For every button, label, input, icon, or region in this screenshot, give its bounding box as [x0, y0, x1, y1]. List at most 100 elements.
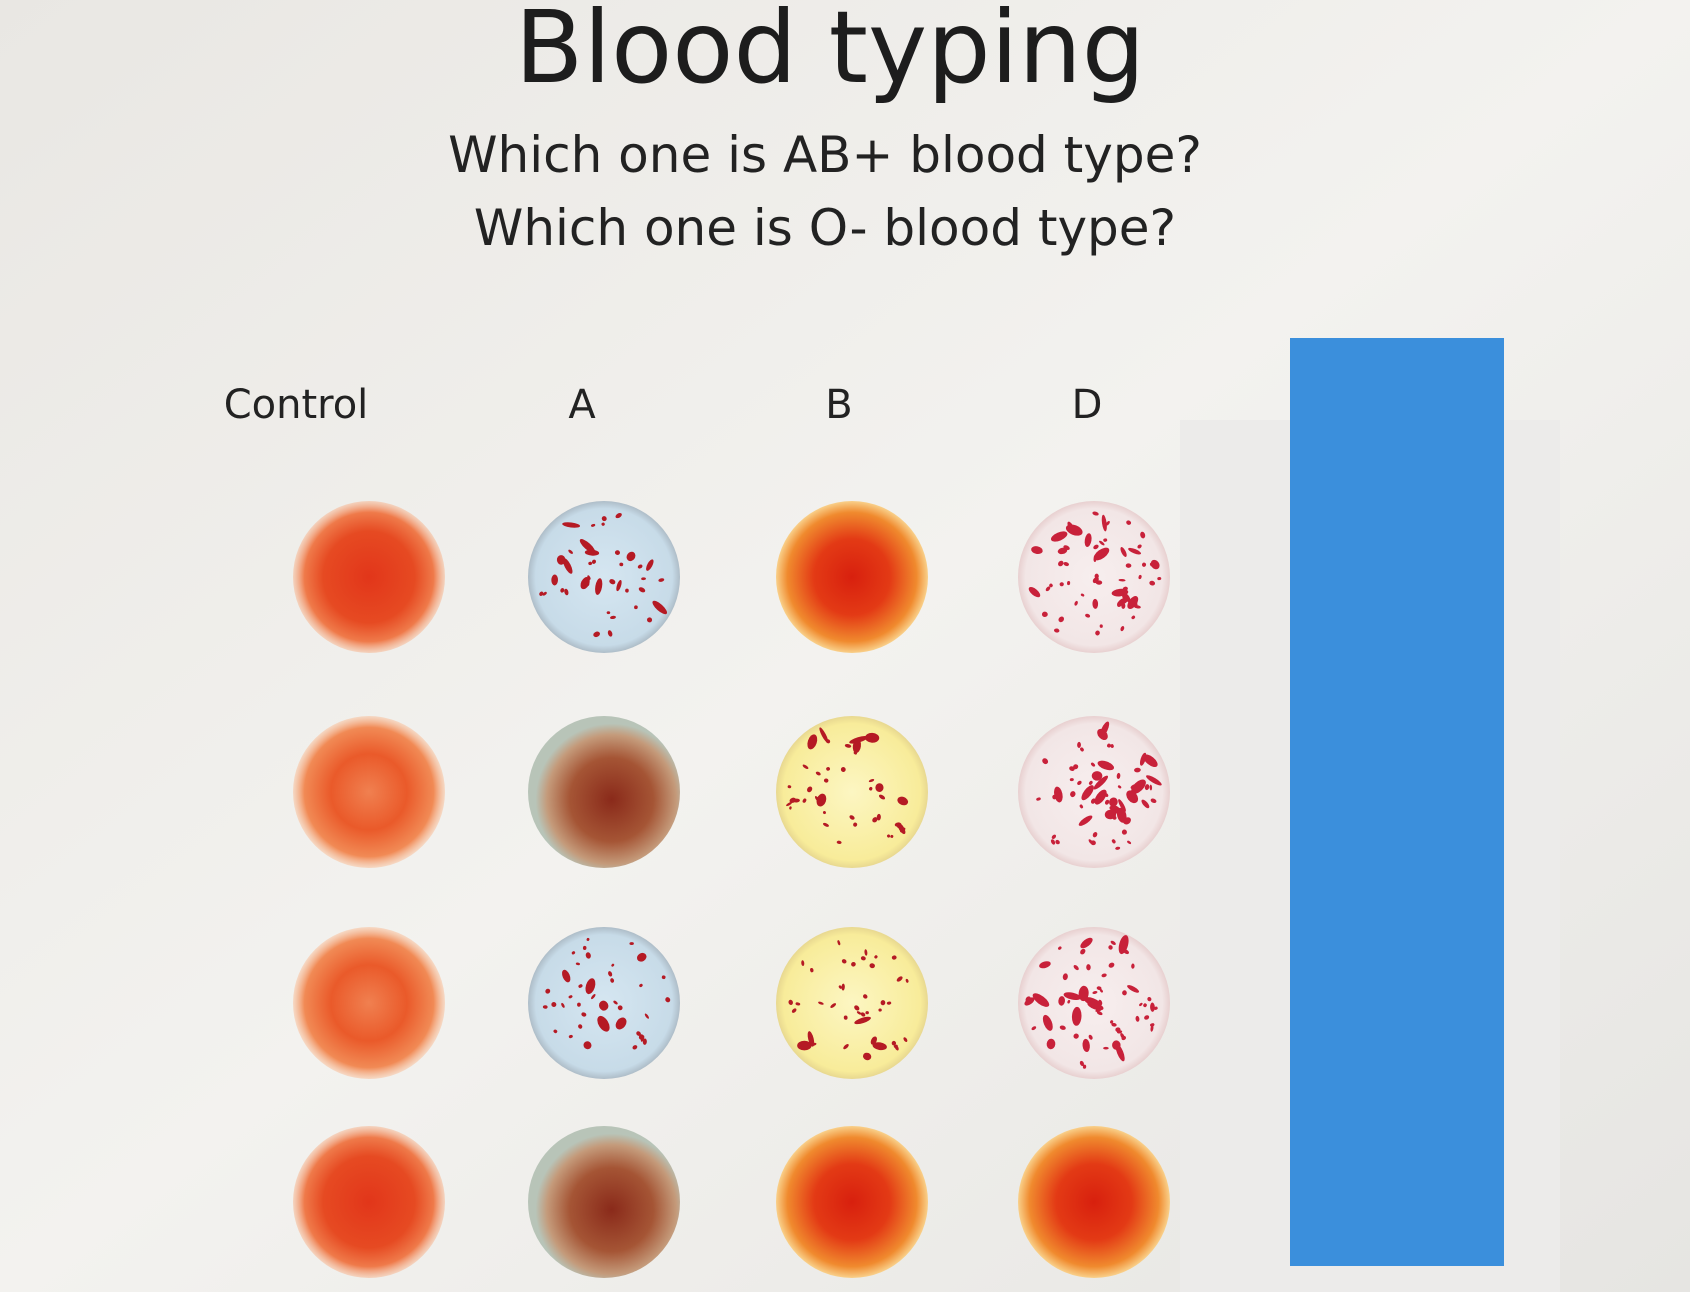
- agglutination-speck: [1078, 985, 1089, 1002]
- sample-drop: [293, 716, 445, 868]
- agglutination-speck: [836, 840, 842, 844]
- agglutination-speck: [1115, 846, 1121, 850]
- agglutination-speck: [1138, 574, 1142, 580]
- agglutination-speck: [1049, 583, 1053, 588]
- agglutination-speck: [1055, 839, 1060, 845]
- agglutination-speck: [1059, 1025, 1066, 1030]
- agglutination-speck: [593, 631, 600, 638]
- agglutination-speck: [797, 1040, 812, 1051]
- agglutination-speck: [595, 578, 603, 595]
- agglutination-speck: [551, 574, 558, 586]
- agglutination-speck: [1150, 798, 1157, 804]
- agglutination-speck: [851, 961, 856, 967]
- agglutination-speck: [1103, 538, 1108, 542]
- agglutination-speck: [1063, 562, 1069, 567]
- agglutination-speck: [1117, 785, 1122, 789]
- agglutination-speck: [1093, 547, 1110, 561]
- agglutination-speck: [872, 817, 878, 823]
- sample-drop: [528, 1126, 680, 1278]
- agglutination-speck: [1053, 628, 1060, 633]
- agglutination-speck: [1088, 780, 1093, 785]
- sample-drop: [776, 716, 928, 868]
- agglutination-speck: [591, 559, 596, 564]
- agglutination-speck: [560, 588, 565, 593]
- agglutination-speck: [849, 815, 855, 820]
- agglutination-speck: [1150, 1002, 1155, 1012]
- agglutination-speck: [1093, 775, 1109, 790]
- agglutination-speck: [1097, 760, 1114, 771]
- agglutination-speck: [1116, 807, 1127, 823]
- agglutination-speck: [575, 962, 581, 966]
- agglutination-speck: [1058, 996, 1065, 1006]
- agglutination-speck: [1078, 815, 1093, 826]
- title: Blood typing: [515, 0, 1146, 106]
- agglutination-speck: [1042, 1014, 1053, 1031]
- agglutination-speck: [661, 975, 666, 980]
- agglutination-speck: [568, 1034, 573, 1039]
- agglutination-speck: [830, 1003, 837, 1008]
- agglutination-speck: [874, 955, 878, 959]
- agglutination-speck: [1127, 596, 1139, 610]
- agglutination-speck: [1046, 1038, 1056, 1050]
- agglutination-speck: [568, 995, 573, 999]
- sample-drop: [293, 927, 445, 1079]
- agglutination-speck: [841, 983, 845, 991]
- agglutination-speck: [658, 578, 665, 582]
- sample-drop: [528, 501, 680, 653]
- agglutination-speck: [1024, 997, 1035, 1006]
- agglutination-speck: [617, 1005, 623, 1011]
- agglutination-speck: [553, 1029, 558, 1034]
- agglutination-speck: [891, 1040, 897, 1046]
- agglutination-speck: [1093, 544, 1099, 550]
- agglutination-speck: [1111, 1022, 1117, 1027]
- agglutination-speck: [1092, 598, 1099, 609]
- agglutination-speck: [791, 1008, 797, 1013]
- agglutination-speck: [1073, 764, 1079, 770]
- sample-well: [1018, 927, 1170, 1079]
- agglutination-speck: [1131, 615, 1136, 620]
- agglutination-speck: [1123, 817, 1131, 825]
- agglutination-speck: [1080, 747, 1084, 752]
- agglutination-speck: [585, 952, 591, 959]
- agglutination-speck: [856, 1011, 862, 1015]
- agglutination-speck: [1095, 580, 1103, 585]
- agglutination-speck: [1073, 1033, 1079, 1039]
- agglutination-speck: [1125, 563, 1132, 568]
- agglutination-speck: [1087, 1001, 1104, 1011]
- agglutination-speck: [1032, 993, 1050, 1007]
- agglutination-speck: [1104, 809, 1117, 820]
- agglutination-speck: [1065, 524, 1083, 536]
- sample-well: [528, 1126, 680, 1278]
- agglutination-speck: [869, 786, 873, 791]
- agglutination-speck: [1070, 791, 1076, 798]
- agglutination-speck: [583, 1041, 592, 1050]
- sample-drop: [1018, 1126, 1170, 1278]
- agglutination-speck: [568, 549, 573, 554]
- agglutination-speck: [863, 1052, 872, 1061]
- agglutination-speck: [1058, 616, 1065, 623]
- agglutination-speck: [875, 783, 884, 792]
- agglutination-speck: [1157, 576, 1162, 581]
- agglutination-speck: [578, 1024, 583, 1029]
- agglutination-speck: [860, 956, 866, 961]
- agglutination-speck: [1096, 986, 1102, 991]
- agglutination-speck: [1134, 767, 1141, 773]
- agglutination-speck: [878, 1008, 882, 1012]
- sample-well: [776, 501, 928, 653]
- agglutination-speck: [1122, 586, 1128, 591]
- agglutination-speck: [586, 937, 590, 941]
- agglutination-speck: [1131, 779, 1146, 794]
- agglutination-speck: [1042, 758, 1049, 765]
- agglutination-speck: [868, 779, 875, 783]
- agglutination-speck: [1126, 520, 1132, 525]
- agglutination-speck: [1079, 804, 1084, 809]
- agglutination-speck: [615, 513, 622, 519]
- agglutination-speck: [1057, 547, 1068, 555]
- sample-well: [293, 927, 445, 1079]
- agglutination-speck: [841, 959, 847, 964]
- agglutination-speck: [801, 960, 805, 967]
- agglutination-speck: [1092, 832, 1098, 838]
- agglutination-speck: [1092, 990, 1098, 995]
- agglutination-speck: [1141, 799, 1150, 809]
- agglutination-speck: [665, 997, 671, 1003]
